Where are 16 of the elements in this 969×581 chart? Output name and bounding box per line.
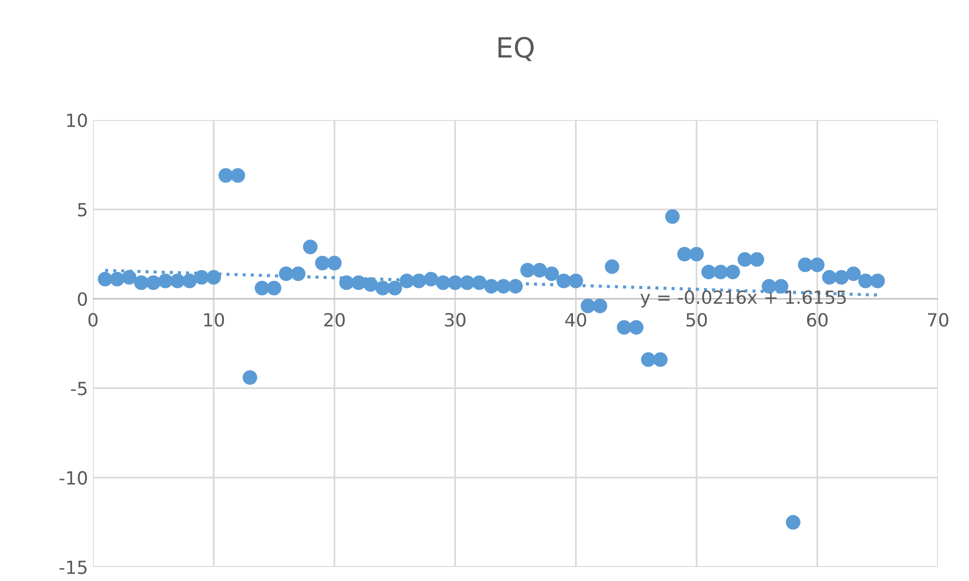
y-tick-label: -5	[71, 382, 87, 396]
annotation: y = -0.0216x + 1.6155	[640, 290, 846, 308]
x-tick-label: 60	[807, 313, 828, 327]
y-tick-label: 10	[67, 113, 87, 128]
x-tick-label: 0	[88, 313, 98, 327]
y-tick-label: 0	[78, 292, 87, 306]
x-tick-label: 30	[445, 313, 466, 327]
y-tick-label: -15	[60, 560, 87, 574]
chart-title: EQ	[498, 36, 534, 62]
x-tick-label: 20	[324, 313, 345, 327]
x-tick-label: 70	[928, 313, 948, 327]
x-tick-label: 50	[686, 313, 707, 327]
x-tick-label: 40	[565, 313, 586, 327]
y-tick-label: -10	[60, 471, 87, 485]
x-tick-label: 10	[204, 313, 224, 327]
y-tick-label: 5	[78, 203, 87, 217]
